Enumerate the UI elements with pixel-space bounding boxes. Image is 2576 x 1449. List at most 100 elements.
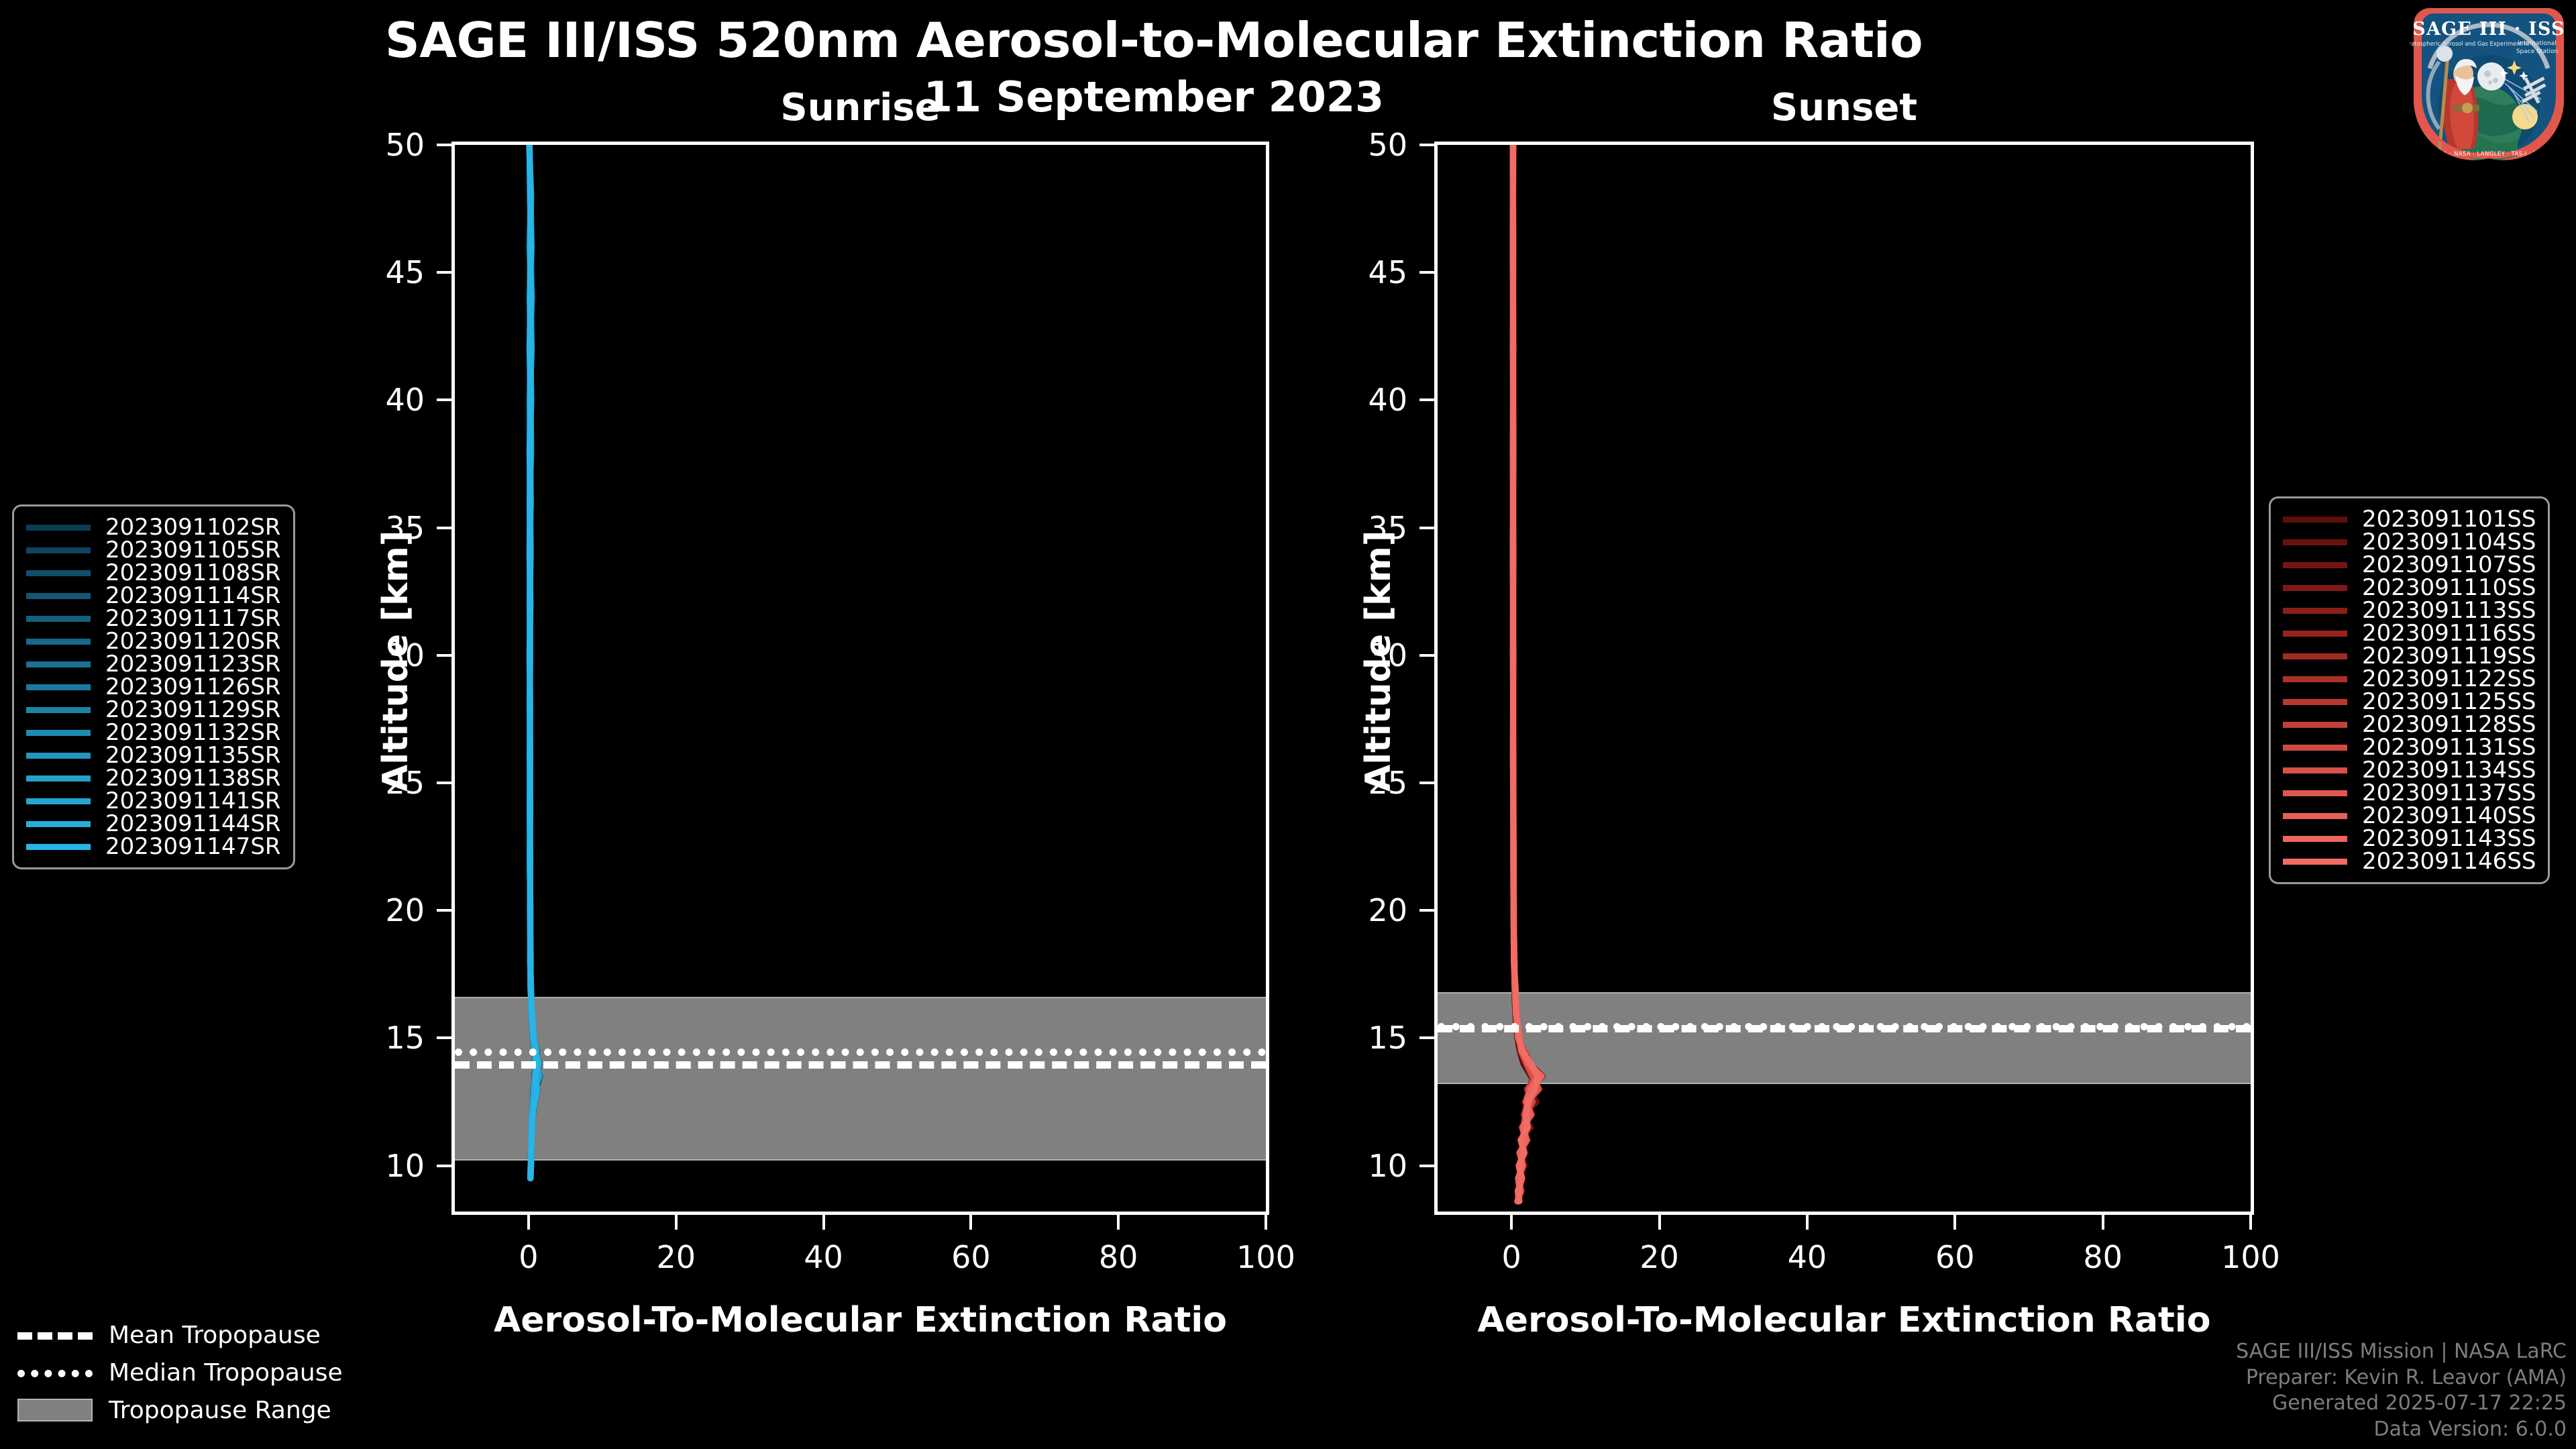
mission-patch-icon: BALL · NASA · LANGLEY · TAS-I · ESA SAGE… bbox=[2403, 8, 2565, 160]
dashed-line-icon bbox=[17, 1327, 93, 1343]
y-axis-tick-label: 30 bbox=[385, 637, 425, 674]
legend-item[interactable]: 2023091135SR bbox=[26, 744, 281, 767]
y-axis-tick-mark bbox=[437, 1036, 451, 1040]
legend-item[interactable]: 2023091126SR bbox=[26, 676, 281, 698]
legend-item[interactable]: 2023091122SS bbox=[2283, 667, 2536, 690]
legend-item[interactable]: 2023091140SS bbox=[2283, 804, 2536, 827]
legend-color-swatch bbox=[2283, 653, 2347, 659]
legend-item-label: 2023091125SS bbox=[2362, 688, 2536, 715]
legend-color-swatch bbox=[2283, 561, 2347, 568]
y-axis-tick-label: 50 bbox=[385, 127, 425, 163]
legend-item-label: 2023091141SR bbox=[105, 788, 281, 814]
legend-item[interactable]: 2023091113SS bbox=[2283, 599, 2536, 622]
y-axis-tick-label: 15 bbox=[385, 1020, 425, 1057]
x-axis-tick-label: 0 bbox=[519, 1239, 539, 1275]
legend-item[interactable]: 2023091120SR bbox=[26, 630, 281, 653]
y-axis-tick-mark bbox=[1419, 909, 1434, 912]
x-axis-tick-mark bbox=[1117, 1215, 1120, 1230]
legend-item[interactable]: 2023091137SS bbox=[2283, 782, 2536, 804]
legend-item[interactable]: 2023091123SR bbox=[26, 653, 281, 676]
logo-ring-text: BALL · NASA · LANGLEY · TAS-I · ESA bbox=[2432, 151, 2545, 158]
y-axis-tick-label: 25 bbox=[1368, 764, 1407, 801]
legend-item-label: 2023091135SR bbox=[105, 742, 281, 769]
legend-color-swatch bbox=[26, 570, 91, 576]
credits-line-version: Data Version: 6.0.0 bbox=[2373, 1417, 2567, 1441]
x-axis-tick-mark bbox=[527, 1215, 530, 1230]
y-axis-tick-mark bbox=[1419, 1036, 1434, 1040]
x-axis-tick-mark bbox=[2101, 1215, 2104, 1230]
legend-item[interactable]: 2023091129SR bbox=[26, 698, 281, 721]
legend-color-swatch bbox=[2283, 721, 2347, 728]
legend-sunset[interactable]: 2023091101SS 2023091104SS 2023091107SS 2023… bbox=[2269, 496, 2551, 884]
y-axis-tick-mark bbox=[437, 398, 451, 402]
legend-item[interactable]: 2023091131SS bbox=[2283, 736, 2536, 759]
legend-item[interactable]: 2023091108SR bbox=[26, 561, 281, 584]
y-axis-tick-label: 30 bbox=[1368, 637, 1407, 674]
legend-item-label: 2023091116SS bbox=[2362, 620, 2536, 647]
legend-item[interactable]: 2023091117SR bbox=[26, 607, 281, 630]
tropopause-range-band bbox=[455, 997, 1266, 1161]
legend-item-label: 2023091129SR bbox=[105, 696, 281, 723]
legend-item[interactable]: 2023091138SR bbox=[26, 767, 281, 790]
tropopause-key-range: Tropopause Range bbox=[17, 1391, 343, 1429]
y-axis-tick-mark bbox=[1419, 271, 1434, 274]
tropopause-key: Mean Tropopause Median Tropopause Tropop… bbox=[17, 1316, 343, 1429]
y-axis-tick-mark bbox=[437, 526, 451, 529]
legend-item[interactable]: 2023091134SS bbox=[2283, 759, 2536, 782]
legend-color-swatch bbox=[26, 775, 91, 782]
legend-item-label: 2023091146SS bbox=[2362, 848, 2536, 875]
legend-item[interactable]: 2023091110SS bbox=[2283, 576, 2536, 599]
legend-item[interactable]: 2023091105SR bbox=[26, 539, 281, 561]
y-axis-tick-mark bbox=[1419, 653, 1434, 657]
legend-item[interactable]: 2023091104SS bbox=[2283, 531, 2536, 553]
legend-item[interactable]: 2023091147SR bbox=[26, 835, 281, 858]
legend-sunrise[interactable]: 2023091102SR 2023091105SR 2023091108SR 2023… bbox=[12, 504, 295, 869]
legend-color-swatch bbox=[26, 843, 91, 850]
legend-color-swatch bbox=[26, 752, 91, 759]
y-axis-tick-mark bbox=[1419, 398, 1434, 402]
legend-item[interactable]: 2023091114SR bbox=[26, 584, 281, 607]
legend-color-swatch bbox=[2283, 812, 2347, 819]
legend-item-label: 2023091126SR bbox=[105, 674, 281, 700]
legend-item[interactable]: 2023091125SS bbox=[2283, 690, 2536, 713]
x-axis-tick-mark bbox=[1953, 1215, 1957, 1230]
legend-item-label: 2023091107SS bbox=[2362, 551, 2536, 578]
tropopause-key-median: Median Tropopause bbox=[17, 1354, 343, 1391]
legend-item[interactable]: 2023091102SR bbox=[26, 516, 281, 539]
x-axis-tick-label: 100 bbox=[2221, 1239, 2280, 1275]
legend-item[interactable]: 2023091132SR bbox=[26, 721, 281, 744]
legend-color-swatch bbox=[26, 820, 91, 827]
x-axis-tick-mark bbox=[822, 1215, 825, 1230]
legend-color-swatch bbox=[2283, 835, 2347, 842]
legend-color-swatch bbox=[2283, 767, 2347, 773]
legend-item[interactable]: 2023091101SS bbox=[2283, 508, 2536, 531]
legend-item-label: 2023091108SR bbox=[105, 559, 281, 586]
x-axis-label-sunset: Aerosol-To-Molecular Extinction Ratio bbox=[1477, 1300, 2211, 1340]
date-subtitle: 11 September 2023 bbox=[923, 72, 1385, 121]
legend-item-label: 2023091131SS bbox=[2362, 734, 2536, 761]
legend-color-swatch bbox=[2283, 630, 2347, 637]
logo-subtitle-right-2: Space Station bbox=[2516, 48, 2558, 55]
page-title: SAGE III/ISS 520nm Aerosol-to-Molecular … bbox=[384, 12, 1923, 68]
mean-tropopause-line bbox=[455, 1061, 1266, 1069]
legend-item[interactable]: 2023091141SR bbox=[26, 790, 281, 812]
profile-line bbox=[1509, 145, 1542, 1205]
legend-item[interactable]: 2023091119SS bbox=[2283, 645, 2536, 667]
legend-item-label: 2023091101SS bbox=[2362, 506, 2536, 533]
legend-item[interactable]: 2023091146SS bbox=[2283, 850, 2536, 873]
legend-color-swatch bbox=[2283, 698, 2347, 705]
legend-color-swatch bbox=[2283, 539, 2347, 545]
legend-item[interactable]: 2023091143SS bbox=[2283, 827, 2536, 850]
logo-title: SAGE III · ISS bbox=[2412, 19, 2565, 40]
legend-item[interactable]: 2023091116SS bbox=[2283, 622, 2536, 645]
profile-line bbox=[526, 145, 541, 1182]
legend-item[interactable]: 2023091107SS bbox=[2283, 553, 2536, 576]
legend-item[interactable]: 2023091128SS bbox=[2283, 713, 2536, 736]
x-axis-label-sunrise: Aerosol-To-Molecular Extinction Ratio bbox=[494, 1300, 1227, 1340]
y-axis-label-sunset: Altitude [km] bbox=[1358, 530, 1399, 792]
x-axis-tick-mark bbox=[1805, 1215, 1809, 1230]
x-axis-tick-label: 80 bbox=[2083, 1239, 2123, 1275]
legend-item[interactable]: 2023091144SR bbox=[26, 812, 281, 835]
y-axis-tick-mark bbox=[437, 144, 451, 146]
y-axis-tick-label: 35 bbox=[385, 509, 425, 546]
